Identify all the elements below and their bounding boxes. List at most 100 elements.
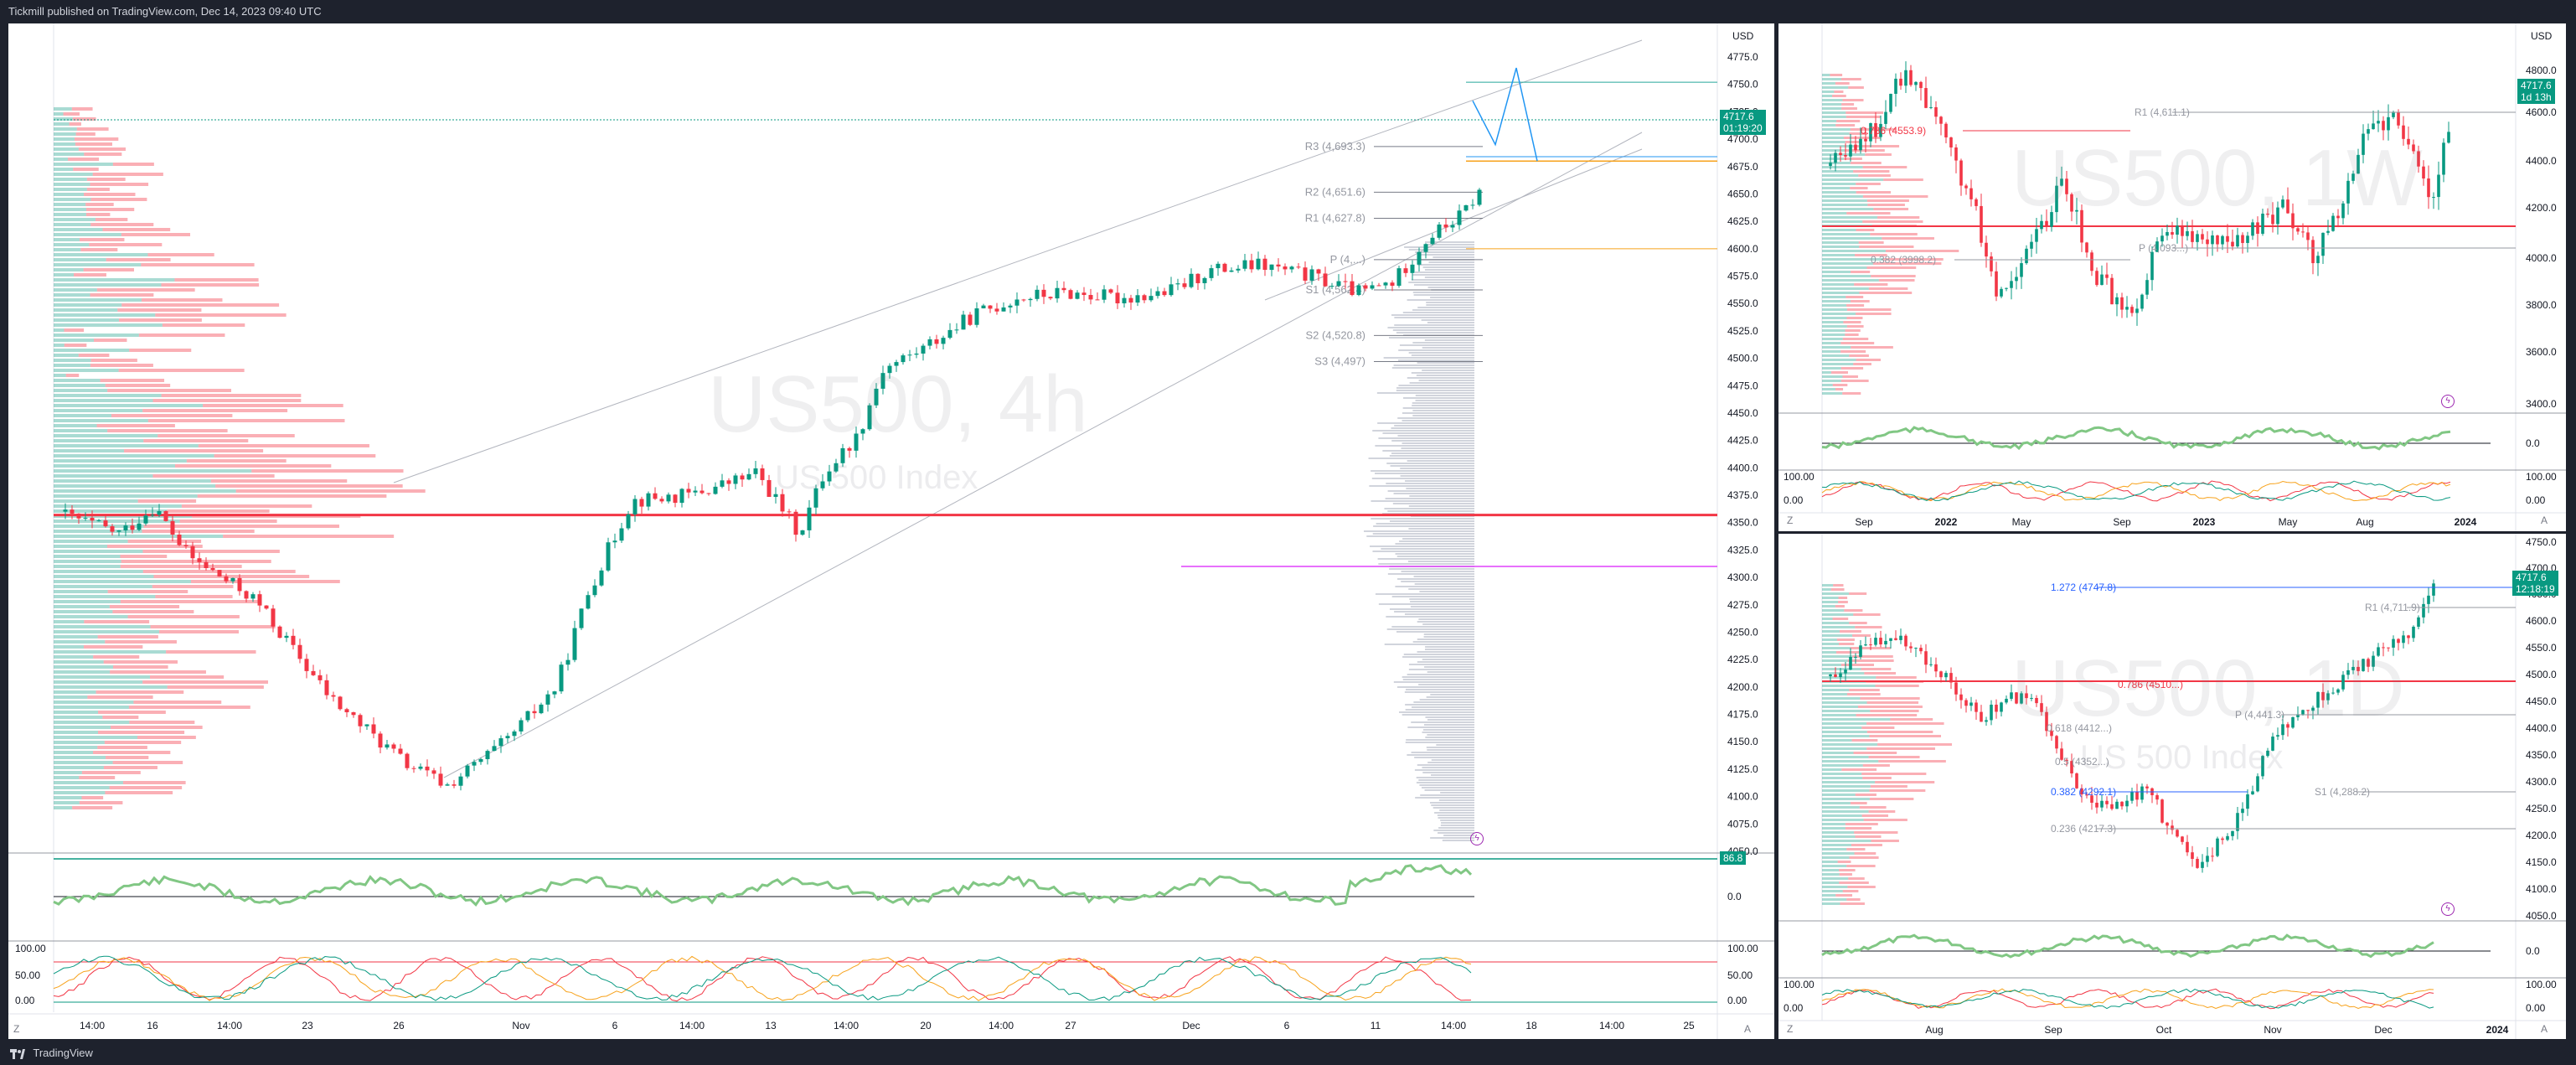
weekly-vp-bar-down [1866, 199, 1909, 202]
daily-vp-bar-up [1822, 622, 1850, 624]
daily-level-label: S1 (4,288.2) [2315, 786, 2370, 798]
daily-candle-body [1834, 674, 1837, 678]
main-candle-body [284, 635, 289, 638]
main-session-profile-bar [1405, 480, 1474, 482]
main-session-profile-bar [1424, 339, 1474, 341]
main-candle-body [1222, 263, 1227, 272]
main-vp-bar-up [54, 339, 95, 342]
main-vp-bar-up [54, 359, 91, 362]
main-candle-body [606, 542, 611, 571]
main-price-axis-label: 4450.0 [1727, 407, 1758, 419]
main-session-profile-bar [1424, 649, 1474, 650]
daily-vp-bar-up [1822, 760, 1879, 763]
main-candle-body [961, 314, 966, 330]
weekly-vp-bar-down [1832, 384, 1848, 386]
main-session-profile-bar [1391, 596, 1474, 597]
daily-chart-panel[interactable]: 4750.04700.04650.04600.04550.04500.04450… [1778, 534, 2566, 1039]
daily-chart-canvas[interactable]: 4750.04700.04650.04600.04550.04500.04450… [1778, 534, 2566, 1039]
main-vp-bar-down [111, 726, 203, 729]
daily-candle-body [1939, 671, 1943, 678]
main-pivot-label: R2 (4,651.6) [1305, 185, 1365, 198]
main-vp-bar-down [143, 525, 340, 528]
weekly-candle-body [2402, 125, 2405, 139]
weekly-candle-body [2055, 185, 2058, 213]
weekly-price-countdown: 1d 13h [2521, 91, 2552, 103]
daily-vp-bar-up [1822, 643, 1839, 645]
main-candle-body [592, 585, 597, 596]
daily-candle-body [2010, 692, 2013, 699]
main-vp-bar-down [85, 208, 135, 211]
daily-vp-bar-up [1822, 794, 1856, 796]
daily-vp-bar-down [1866, 731, 1933, 733]
daily-vp-bar-down [1846, 865, 1876, 867]
daily-symbol-watermark: US500, 1D [2011, 644, 2405, 733]
weekly-chart-panel[interactable]: 4800.0 4600.0 4400.0 4200.0 4000.0 3800.0 3600… [1778, 23, 2566, 531]
main-lightning-icon[interactable]: ϟ [1470, 832, 1484, 845]
main-candle-body [1289, 266, 1294, 270]
main-vp-bar-down [129, 349, 192, 352]
main-vp-bar-down [129, 721, 195, 724]
main-vp-bar-up [54, 178, 87, 181]
main-session-profile-bar [1407, 561, 1474, 562]
main-session-profile-bar [1400, 468, 1474, 469]
daily-vp-bar-down [1839, 630, 1861, 633]
daily-lightning-icon[interactable]: ϟ [2441, 902, 2455, 916]
weekly-candle-body [1969, 188, 1973, 199]
daily-zoom-button[interactable]: Z [1787, 1023, 1794, 1035]
daily-vp-bar-down [1840, 902, 1865, 905]
daily-candle-body [2115, 801, 2119, 809]
main-vp-bar-up [54, 766, 104, 769]
daily-candle-body [2382, 647, 2385, 649]
weekly-vp-bar-up [1822, 233, 1871, 235]
weekly-vp-bar-down [1870, 233, 1918, 235]
main-chart-panel[interactable]: 4775.04750.04725.04700.04675.04650.04625… [8, 23, 1774, 1039]
main-rsi-tag: 86.8 [1720, 851, 1747, 865]
weekly-chart-canvas[interactable]: 4800.0 4600.0 4400.0 4200.0 4000.0 3800.0 3600… [1778, 23, 2566, 531]
main-vp-bar-up [54, 499, 138, 503]
main-candle-body [183, 545, 188, 546]
weekly-candle-body [1954, 147, 1958, 161]
main-chart-canvas[interactable]: 4775.04750.04725.04700.04675.04650.04625… [8, 23, 1774, 1039]
main-session-profile-bar [1407, 460, 1474, 462]
weekly-candle-body [2095, 271, 2098, 286]
main-vp-bar-up [54, 806, 73, 809]
daily-vp-bar-down [1849, 856, 1879, 859]
main-time-axis-label: Nov [512, 1020, 529, 1031]
weekly-auto-scale-button[interactable]: A [2541, 514, 2548, 526]
weekly-vp-bar-up [1822, 229, 1856, 231]
weekly-candle-body [2447, 132, 2450, 143]
daily-candle-body [2000, 702, 2003, 712]
daily-candle-body [1849, 656, 1852, 670]
weekly-vp-bar-up [1822, 329, 1846, 332]
weekly-candle-body [1959, 160, 1963, 186]
daily-stoch-line [1821, 988, 2434, 1010]
daily-price-axis-label: 4750.0 [2526, 536, 2557, 548]
weekly-vp-bar-down [1862, 195, 1928, 198]
weekly-vp-bar-down [1855, 145, 1900, 147]
main-candle-body [1088, 295, 1093, 300]
main-vp-bar-down [97, 746, 147, 749]
main-time-axis-label: 11 [1371, 1020, 1381, 1031]
main-session-profile-bar [1417, 661, 1474, 663]
weekly-vp-bar-up [1822, 187, 1851, 189]
weekly-vp-bar-up [1822, 338, 1843, 340]
daily-candle-body [2357, 666, 2360, 671]
daily-vp-bar-down [1846, 693, 1881, 695]
main-candle-body [1464, 204, 1469, 211]
main-candle-body [1309, 269, 1314, 281]
daily-vp-bar-up [1822, 605, 1835, 607]
main-candle-body [76, 513, 81, 519]
daily-vp-bar-up [1822, 752, 1854, 754]
weekly-candle-body [2251, 222, 2254, 236]
weekly-candle-body [2125, 307, 2129, 310]
main-vp-bar-up [54, 670, 111, 674]
weekly-lightning-icon[interactable]: ϟ [2441, 395, 2455, 408]
weekly-zoom-button[interactable]: Z [1787, 514, 1794, 526]
daily-auto-scale-button[interactable]: A [2541, 1023, 2548, 1035]
weekly-currency-label: USD [2531, 30, 2553, 42]
main-session-profile-bar [1417, 764, 1474, 766]
main-zoom-button[interactable]: Z [13, 1023, 20, 1035]
main-candle-body [1082, 292, 1087, 296]
weekly-vp-bar-down [1846, 212, 1891, 215]
main-auto-scale-button[interactable]: A [1744, 1023, 1752, 1035]
